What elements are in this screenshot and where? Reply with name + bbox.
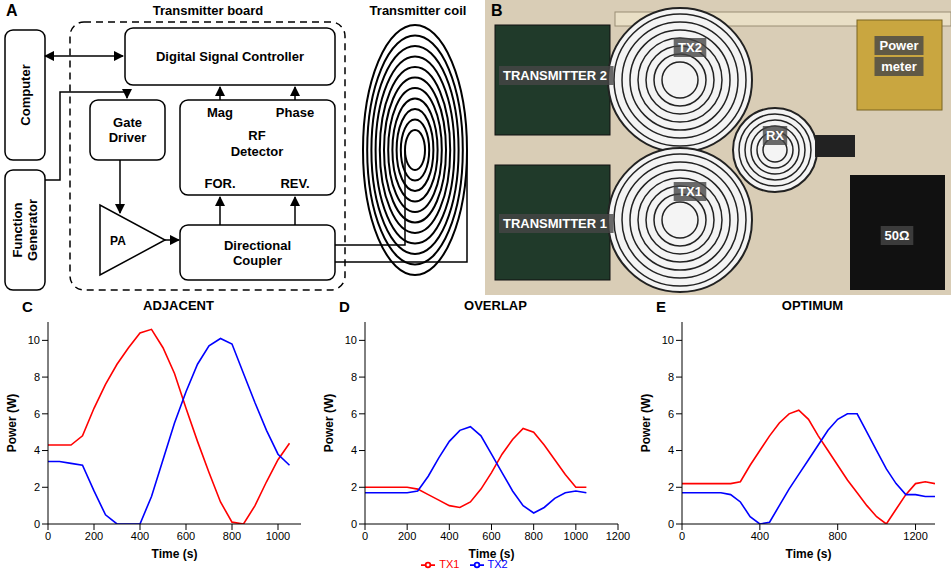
- svg-text:Computer: Computer: [18, 64, 33, 125]
- svg-text:8: 8: [351, 371, 357, 383]
- svg-text:TRANSMITTER 1: TRANSMITTER 1: [503, 216, 607, 231]
- svg-text:TRANSMITTER 2: TRANSMITTER 2: [503, 68, 607, 83]
- svg-text:Detector: Detector: [231, 144, 284, 159]
- svg-text:4: 4: [34, 444, 40, 456]
- svg-text:Coupler: Coupler: [233, 253, 282, 268]
- svg-text:800: 800: [223, 530, 241, 542]
- svg-text:800: 800: [524, 530, 542, 542]
- html-text:E: E: [656, 298, 666, 315]
- svg-text:Function: Function: [10, 203, 25, 258]
- svg-text:10: 10: [345, 334, 357, 346]
- svg-text:1000: 1000: [564, 530, 588, 542]
- svg-text:Digital Signal Controller: Digital Signal Controller: [156, 49, 304, 64]
- svg-text:Gate: Gate: [113, 115, 142, 130]
- svg-text:1200: 1200: [606, 530, 630, 542]
- svg-text:6: 6: [351, 408, 357, 420]
- html-text:OPTIMUM: OPTIMUM: [781, 298, 844, 313]
- svg-text:2: 2: [351, 481, 357, 493]
- svg-text:TX1: TX1: [678, 184, 702, 199]
- html-text:TX1: TX1: [439, 558, 460, 570]
- svg-text:200: 200: [398, 530, 416, 542]
- svg-text:10: 10: [28, 334, 40, 346]
- svg-text:A: A: [6, 2, 18, 19]
- svg-text:Power (W): Power (W): [322, 394, 336, 453]
- svg-text:1000: 1000: [266, 530, 290, 542]
- html-text:C: C: [22, 298, 33, 315]
- html-text:TX2: TX2: [487, 558, 508, 570]
- html-text:ADJACENT: ADJACENT: [143, 298, 214, 313]
- svg-text:2: 2: [668, 481, 674, 493]
- svg-text:Transmitter coil: Transmitter coil: [370, 3, 467, 18]
- svg-text:400: 400: [131, 530, 149, 542]
- svg-text:0: 0: [362, 530, 368, 542]
- svg-text:RX: RX: [766, 128, 784, 143]
- svg-text:Time (s): Time (s): [152, 547, 198, 561]
- svg-text:0: 0: [668, 518, 674, 530]
- html-text:OVERLAP: OVERLAP: [464, 298, 527, 313]
- svg-text:2: 2: [34, 481, 40, 493]
- svg-text:8: 8: [668, 371, 674, 383]
- svg-text:400: 400: [751, 530, 769, 542]
- html-text:D: D: [339, 298, 350, 315]
- svg-text:0: 0: [351, 518, 357, 530]
- svg-text:TX2: TX2: [678, 40, 702, 55]
- svg-text:600: 600: [482, 530, 500, 542]
- svg-text:PA: PA: [110, 234, 126, 248]
- svg-text:6: 6: [668, 408, 674, 420]
- svg-text:REV.: REV.: [280, 176, 309, 191]
- svg-text:Directional: Directional: [224, 238, 291, 253]
- svg-text:meter: meter: [881, 59, 916, 74]
- svg-text:Time (s): Time (s): [786, 547, 832, 561]
- svg-text:Generator: Generator: [25, 199, 40, 261]
- svg-text:0: 0: [34, 518, 40, 530]
- svg-text:Time (s): Time (s): [469, 547, 515, 561]
- svg-text:Power (W): Power (W): [639, 394, 653, 453]
- svg-text:FOR.: FOR.: [204, 176, 235, 191]
- svg-text:4: 4: [351, 444, 357, 456]
- svg-text:Phase: Phase: [276, 105, 314, 120]
- svg-text:0: 0: [45, 530, 51, 542]
- svg-text:8: 8: [34, 371, 40, 383]
- svg-text:Driver: Driver: [109, 130, 147, 145]
- svg-text:RF: RF: [248, 128, 265, 143]
- svg-text:Mag: Mag: [207, 105, 233, 120]
- svg-text:Power (W): Power (W): [5, 394, 19, 453]
- svg-text:6: 6: [34, 408, 40, 420]
- svg-text:50Ω: 50Ω: [885, 228, 910, 243]
- svg-text:200: 200: [85, 530, 103, 542]
- svg-text:1200: 1200: [903, 530, 927, 542]
- svg-text:10: 10: [662, 334, 674, 346]
- svg-text:B: B: [491, 2, 503, 19]
- svg-text:600: 600: [177, 530, 195, 542]
- svg-text:4: 4: [668, 444, 674, 456]
- svg-text:0: 0: [679, 530, 685, 542]
- svg-text:400: 400: [440, 530, 458, 542]
- svg-text:Transmitter board: Transmitter board: [153, 3, 264, 18]
- svg-text:Power: Power: [879, 38, 918, 53]
- svg-text:800: 800: [829, 530, 847, 542]
